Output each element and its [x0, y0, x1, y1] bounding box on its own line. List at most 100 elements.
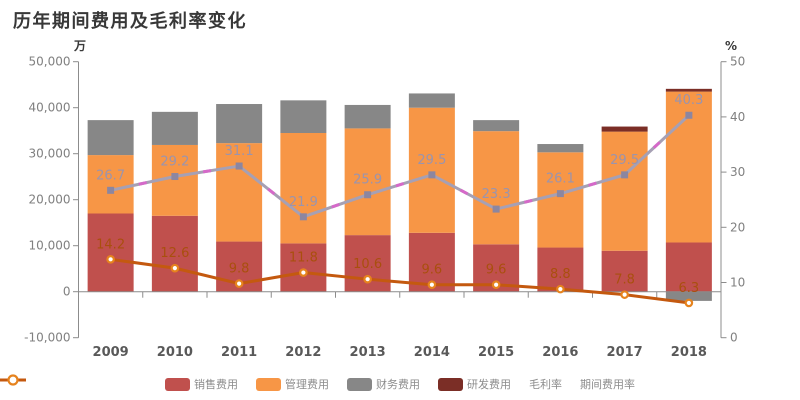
gross-margin-marker-2015	[492, 205, 500, 213]
bar-segment-finance-expense-2009	[87, 120, 134, 156]
legend-label-gross-margin: 毛利率	[529, 378, 562, 391]
gross-margin-marker-2011	[235, 162, 243, 170]
period-expense-ratio-value-label-2015: 9.6	[486, 263, 507, 278]
period-expense-ratio-value-label-2017: 7.8	[614, 273, 635, 288]
legend-item-sales-expense: 销售费用	[165, 376, 238, 392]
legend-swatch-rd-expense	[438, 377, 463, 391]
bars-layer	[87, 88, 712, 301]
right-axis-tick-label: 30	[730, 165, 745, 179]
left-axis-tick-label: 40,000	[29, 101, 71, 115]
bar-segment-admin-expense-2012	[280, 133, 327, 244]
period-expense-ratio-value-label-2012: 11.8	[289, 251, 318, 266]
bar-segment-sales-expense-2018	[665, 242, 712, 292]
legend-item-rd-expense: 研发费用	[438, 376, 511, 392]
x-axis-year-label: 2018	[671, 345, 707, 360]
bar-segment-admin-expense-2013	[344, 128, 391, 236]
x-axis-year-label: 2017	[607, 345, 643, 360]
bar-segment-sales-expense-2009	[87, 213, 134, 292]
legend-swatch-sales-expense	[165, 377, 190, 391]
legend-swatch-finance-expense	[347, 377, 372, 391]
gross-margin-midpoint-dash	[459, 188, 469, 196]
legend-item-period-expense-ratio: 期间费用率	[0, 374, 635, 392]
x-axis-year-label: 2016	[542, 345, 578, 360]
left-axis-tick-label: -10,000	[24, 331, 70, 345]
gross-margin-value-label-2018: 40.3	[674, 93, 703, 108]
gross-margin-midpoint-dash	[395, 182, 405, 188]
bar-segment-sales-expense-2017	[601, 250, 648, 292]
bar-segment-sales-expense-2010	[151, 215, 198, 292]
bar-segment-rd-expense-2018	[665, 88, 712, 92]
right-axis-tick-label: 10	[730, 276, 745, 290]
right-axis-tick-label: 0	[730, 331, 738, 345]
right-axis-tick-label: 50	[730, 55, 745, 69]
left-axis-tick-label: 10,000	[29, 239, 71, 253]
period-expense-ratio-marker-2014	[427, 280, 437, 290]
bar-segment-finance-expense-2015	[473, 120, 520, 132]
bar-segment-admin-expense-2011	[216, 143, 263, 242]
bar-segment-admin-expense-2017	[601, 131, 648, 251]
gross-margin-marker-2017	[621, 171, 629, 179]
period-expense-ratio-marker-2010	[170, 263, 180, 273]
gross-margin-marker-2016	[556, 190, 564, 198]
x-axis-year-label: 2013	[350, 345, 386, 360]
gross-margin-marker-2010	[171, 173, 179, 181]
period-expense-ratio-value-label-2018: 6.3	[679, 281, 700, 296]
gross-margin-midpoint-dash	[202, 169, 212, 174]
left-axis-tick-label: 0	[63, 285, 71, 299]
legend-item-finance-expense: 财务费用	[347, 376, 420, 392]
legend-item-gross-margin: 毛利率	[0, 376, 562, 392]
x-axis-year-label: 2010	[157, 345, 193, 360]
x-axis-year-label: 2012	[285, 345, 321, 360]
bar-segment-finance-expense-2010	[151, 111, 198, 145]
gross-margin-marker-2009	[107, 186, 115, 194]
legend-item-admin-expense: 管理费用	[256, 376, 329, 392]
x-axis-year-label: 2014	[414, 345, 450, 360]
right-axis-tick-label: 40	[730, 110, 745, 124]
left-axis-tick-label: 20,000	[29, 193, 71, 207]
bar-segment-sales-expense-2016	[537, 247, 584, 292]
bar-segment-finance-expense-2016	[537, 144, 584, 153]
left-axis-unit-label: 万	[73, 39, 86, 53]
period-expense-ratio-value-label-2016: 8.8	[550, 267, 571, 282]
bar-segment-admin-expense-2014	[408, 107, 455, 233]
gross-margin-midpoint-dash	[588, 181, 597, 187]
bar-segment-finance-expense-2011	[216, 104, 263, 144]
gross-margin-value-label-2013: 25.9	[353, 173, 382, 188]
gross-margin-marker-2013	[364, 191, 372, 199]
bar-segment-rd-expense-2017	[601, 126, 648, 132]
period-expense-ratio-marker-2017	[620, 290, 629, 299]
x-axis-year-label: 2011	[221, 345, 257, 360]
gross-margin-value-label-2012: 21.9	[289, 195, 318, 210]
gross-margin-marker-2018	[685, 111, 693, 119]
gross-margin-marker-2012	[299, 213, 307, 221]
period-expense-ratio-value-label-2011: 9.8	[229, 262, 250, 277]
gross-margin-value-label-2017: 29.5	[610, 153, 639, 168]
period-expense-ratio-marker-2016	[556, 284, 565, 294]
gross-margin-marker-2014	[428, 171, 436, 179]
left-axis-tick-label: 50,000	[29, 55, 71, 69]
legend-glyph-marker-period-expense-ratio	[7, 374, 19, 386]
period-expense-ratio-marker-2015	[491, 280, 501, 290]
left-axis-tick-label: 30,000	[29, 147, 71, 161]
period-expense-ratio-value-label-2010: 12.6	[160, 246, 189, 261]
gross-margin-value-label-2015: 23.3	[482, 187, 511, 202]
period-expense-ratio-marker-2018	[684, 298, 694, 308]
x-axis-year-label: 2015	[478, 345, 514, 360]
bar-segment-admin-expense-2015	[473, 131, 520, 245]
gross-margin-value-label-2016: 26.1	[546, 172, 575, 187]
legend-swatch-admin-expense	[256, 377, 281, 391]
gross-margin-value-label-2014: 29.5	[417, 153, 446, 168]
legend-glyph-period-expense-ratio	[0, 374, 26, 386]
gross-margin-value-label-2011: 31.1	[225, 144, 254, 159]
legend-label-finance-expense: 财务费用	[376, 378, 420, 391]
gross-margin-midpoint-dash	[138, 181, 147, 186]
gross-margin-midpoint-dash	[331, 203, 340, 209]
x-axis-year-label: 2009	[93, 345, 129, 360]
bar-segment-finance-expense-2012	[280, 100, 327, 133]
legend-label-rd-expense: 研发费用	[467, 378, 511, 391]
chart-title: 历年期间费用及毛利率变化	[13, 11, 247, 32]
gross-margin-value-label-2010: 29.2	[160, 155, 189, 170]
period-expense-ratio-marker-2011	[234, 279, 244, 288]
period-expense-ratio-value-label-2014: 9.6	[422, 263, 443, 278]
